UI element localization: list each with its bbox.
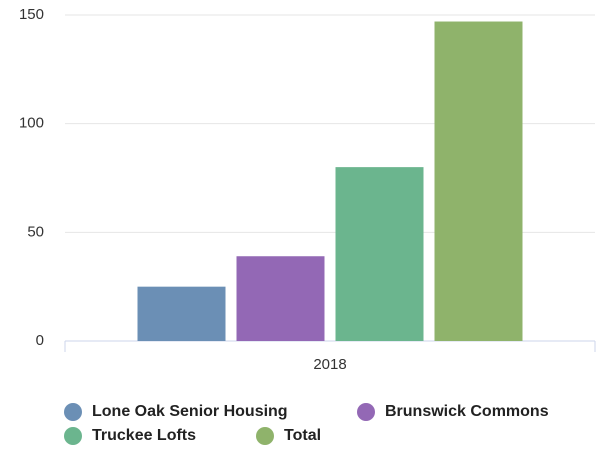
y-tick-label: 50 [27, 223, 44, 240]
legend-marker [64, 403, 82, 421]
legend-marker [357, 403, 375, 421]
y-tick-label: 100 [19, 115, 44, 132]
y-tick-label: 150 [19, 6, 44, 23]
bar [335, 167, 424, 341]
legend-label: Brunswick Commons [385, 403, 549, 420]
legend-marker [64, 427, 82, 445]
bar [236, 256, 325, 341]
x-tick-label: 2018 [313, 356, 346, 373]
legend-label: Total [284, 427, 321, 444]
bar [137, 286, 226, 341]
legend-label: Truckee Lofts [92, 427, 196, 444]
legend-marker [256, 427, 274, 445]
legend-label: Lone Oak Senior Housing [92, 403, 288, 420]
y-tick-label: 0 [36, 332, 44, 349]
bar [434, 21, 523, 342]
